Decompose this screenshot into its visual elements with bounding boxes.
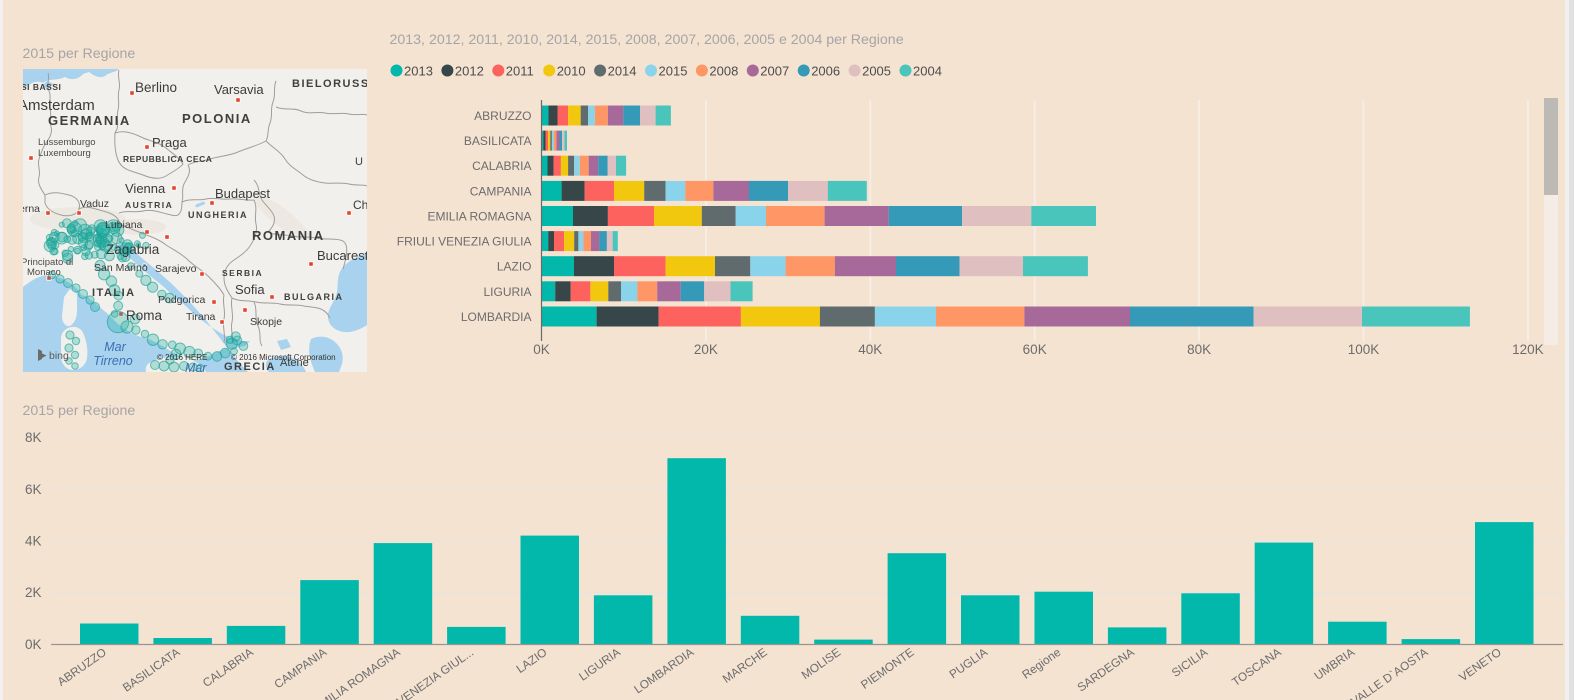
svg-text:Zagabria: Zagabria — [106, 242, 160, 257]
svg-text:40K: 40K — [858, 342, 882, 357]
svg-text:UMBRIA: UMBRIA — [1311, 645, 1357, 683]
svg-text:2014: 2014 — [608, 64, 637, 79]
svg-text:2006: 2006 — [811, 64, 840, 79]
svg-text:PUGLIA: PUGLIA — [947, 645, 991, 681]
svg-text:BIELORUSSIA: BIELORUSSIA — [292, 78, 367, 90]
svg-text:POLONIA: POLONIA — [182, 111, 252, 126]
svg-text:SICILIA: SICILIA — [1169, 645, 1210, 680]
svg-text:ABRUZZO: ABRUZZO — [474, 109, 531, 123]
svg-text:ROMANIA: ROMANIA — [252, 228, 325, 243]
svg-text:Budapest: Budapest — [215, 186, 270, 201]
svg-text:Bucarest: Bucarest — [317, 248, 367, 263]
svg-text:EMILIA ROMAGNA: EMILIA ROMAGNA — [427, 210, 531, 224]
svg-text:60K: 60K — [1023, 342, 1047, 357]
svg-text:LIGURIA: LIGURIA — [483, 285, 531, 299]
svg-text:Berlino: Berlino — [135, 80, 177, 95]
svg-text:2012: 2012 — [455, 64, 484, 79]
svg-text:UNGHERIA: UNGHERIA — [188, 210, 248, 220]
svg-text:2011: 2011 — [506, 64, 534, 79]
svg-text:100K: 100K — [1348, 342, 1380, 357]
svg-text:2008: 2008 — [709, 64, 738, 79]
svg-text:© 2016 HERE: © 2016 HERE — [157, 353, 207, 362]
svg-text:4K: 4K — [25, 534, 42, 549]
svg-text:AUSTRIA: AUSTRIA — [125, 200, 173, 210]
svg-text:ITALIA: ITALIA — [92, 287, 136, 299]
svg-text:erna: erna — [23, 203, 40, 215]
svg-text:REPUBBLICA CECA: REPUBBLICA CECA — [123, 154, 212, 164]
svg-text:BASILICATA: BASILICATA — [464, 134, 532, 148]
svg-text:Tirana: Tirana — [186, 311, 216, 323]
svg-text:CAMPANIA: CAMPANIA — [470, 184, 532, 198]
svg-text:Regione: Regione — [1019, 645, 1063, 682]
svg-text:120K: 120K — [1512, 342, 1544, 357]
svg-text:BULGARIA: BULGARIA — [284, 292, 344, 302]
svg-text:Amsterdam: Amsterdam — [23, 97, 95, 114]
svg-text:SERBIA: SERBIA — [222, 268, 263, 278]
svg-text:MARCHE: MARCHE — [720, 645, 770, 686]
svg-text:Monaco: Monaco — [27, 267, 61, 278]
svg-text:SARDEGNA: SARDEGNA — [1075, 645, 1137, 695]
svg-text:8K: 8K — [25, 430, 42, 445]
svg-text:San Marino: San Marino — [94, 262, 148, 274]
svg-text:Ch: Ch — [353, 198, 367, 212]
svg-text:VALLE D`AOSTA: VALLE D`AOSTA — [1348, 645, 1430, 700]
svg-text:Vaduz: Vaduz — [80, 198, 109, 210]
svg-text:2013: 2013 — [404, 64, 433, 79]
svg-text:ABRUZZO: ABRUZZO — [55, 645, 109, 689]
svg-text:Lussemburgo: Lussemburgo — [38, 137, 96, 148]
svg-text:6K: 6K — [25, 482, 42, 497]
svg-text:2004: 2004 — [913, 64, 942, 79]
svg-text:PIEMONTE: PIEMONTE — [858, 645, 917, 692]
svg-text:Lubiana: Lubiana — [105, 219, 143, 231]
svg-text:Atene: Atene — [280, 357, 309, 369]
svg-text:CALABRIA: CALABRIA — [200, 645, 256, 690]
svg-text:LOMBARDIA: LOMBARDIA — [631, 645, 696, 696]
svg-text:MOLISE: MOLISE — [799, 645, 844, 682]
svg-text:2010: 2010 — [557, 64, 586, 79]
svg-text:© 2016 Microsoft Corporation: © 2016 Microsoft Corporation — [231, 353, 336, 362]
svg-text:2005: 2005 — [862, 64, 891, 79]
svg-text:SI BASSI: SI BASSI — [23, 82, 61, 92]
svg-text:Mar: Mar — [104, 340, 126, 354]
svg-text:Roma: Roma — [126, 308, 163, 323]
svg-text:2K: 2K — [25, 585, 42, 600]
svg-text:Sarajevo: Sarajevo — [155, 263, 197, 275]
svg-text:Mar: Mar — [185, 361, 207, 372]
svg-text:FRIULI VENEZIA GIULIA: FRIULI VENEZIA GIULIA — [397, 235, 532, 249]
svg-text:0K: 0K — [533, 342, 550, 357]
svg-text:Varsavia: Varsavia — [214, 82, 264, 97]
svg-text:2007: 2007 — [760, 64, 789, 79]
svg-text:2015: 2015 — [659, 64, 688, 79]
svg-text:Luxembourg: Luxembourg — [38, 148, 91, 159]
svg-text:LAZIO: LAZIO — [497, 260, 532, 274]
svg-text:TOSCANA: TOSCANA — [1229, 645, 1284, 689]
svg-text:Skopje: Skopje — [250, 316, 282, 328]
svg-text:Sofia: Sofia — [235, 282, 265, 297]
svg-text:LAZIO: LAZIO — [514, 645, 550, 676]
svg-text:Principato di: Principato di — [23, 257, 73, 268]
svg-text:Praga: Praga — [152, 135, 187, 150]
svg-text:BASILICATA: BASILICATA — [120, 645, 183, 695]
svg-text:Tirreno: Tirreno — [93, 354, 133, 368]
svg-text:0K: 0K — [25, 637, 42, 652]
svg-text:LOMBARDIA: LOMBARDIA — [461, 310, 532, 324]
svg-text:CAMPANIA: CAMPANIA — [271, 645, 329, 691]
svg-text:U: U — [355, 156, 363, 168]
svg-text:CALABRIA: CALABRIA — [472, 159, 531, 173]
svg-text:80K: 80K — [1187, 342, 1211, 357]
svg-text:VENETO: VENETO — [1456, 645, 1504, 684]
svg-text:GRECIA: GRECIA — [224, 361, 276, 372]
svg-text:Vienna: Vienna — [125, 181, 166, 196]
svg-text:20K: 20K — [694, 342, 718, 357]
svg-text:bing: bing — [49, 350, 69, 362]
svg-text:LIGURIA: LIGURIA — [576, 645, 623, 684]
svg-text:GERMANIA: GERMANIA — [48, 113, 131, 128]
svg-text:Podgorica: Podgorica — [158, 294, 205, 306]
